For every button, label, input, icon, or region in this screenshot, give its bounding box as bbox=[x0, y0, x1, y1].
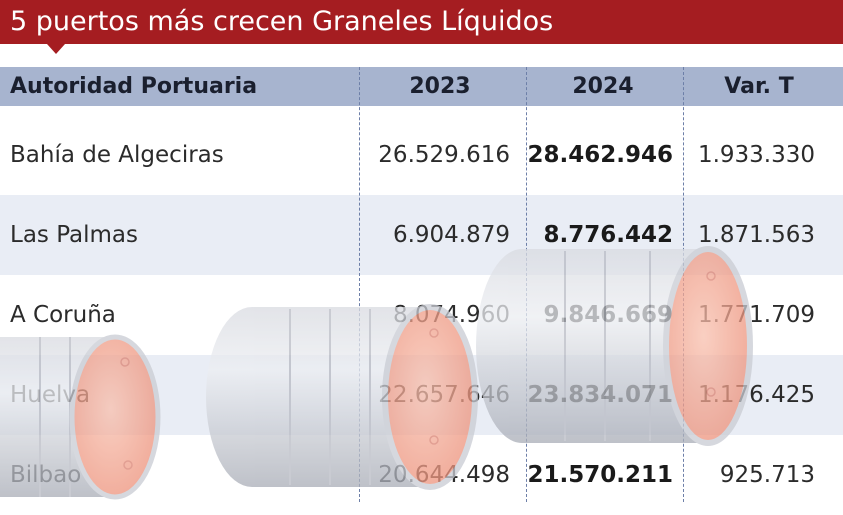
table-row: Huelva 22.657.646 23.834.071 1.176.425 bbox=[0, 355, 843, 435]
table-row: Bahía de Algeciras 26.529.616 28.462.946… bbox=[0, 115, 843, 195]
table-row: Bilbao 20.644.498 21.570.211 925.713 bbox=[0, 435, 843, 515]
value-2024: 28.462.946 bbox=[527, 142, 673, 168]
title-bar: 5 puertos más crecen Graneles Líquidos bbox=[0, 0, 843, 54]
column-divider bbox=[683, 67, 684, 502]
value-2024: 9.846.669 bbox=[543, 302, 674, 328]
value-2024: 21.570.211 bbox=[527, 462, 673, 488]
value-2023: 22.657.646 bbox=[378, 382, 510, 408]
value-2024: 8.776.442 bbox=[543, 222, 674, 248]
value-2023: 8.074.960 bbox=[392, 302, 510, 328]
value-var: 1.933.330 bbox=[697, 142, 815, 168]
value-2023: 20.644.498 bbox=[378, 462, 510, 488]
value-var: 1.871.563 bbox=[697, 222, 815, 248]
value-2023: 26.529.616 bbox=[378, 142, 510, 168]
table-row: Las Palmas 6.904.879 8.776.442 1.871.563 bbox=[0, 195, 843, 275]
page-title: 5 puertos más crecen Graneles Líquidos bbox=[10, 6, 554, 37]
table-header: Autoridad Portuaria 2023 2024 Var. T bbox=[0, 67, 843, 106]
value-var: 925.713 bbox=[719, 462, 815, 488]
column-header-2023: 2023 bbox=[409, 74, 471, 99]
column-header-port: Autoridad Portuaria bbox=[10, 74, 258, 99]
port-name: Bahía de Algeciras bbox=[10, 142, 224, 168]
value-var: 1.771.709 bbox=[697, 302, 815, 328]
port-name: Huelva bbox=[10, 382, 91, 408]
column-header-2024: 2024 bbox=[572, 74, 634, 99]
port-name: Las Palmas bbox=[10, 222, 139, 248]
column-divider bbox=[359, 67, 360, 502]
value-2023: 6.904.879 bbox=[392, 222, 510, 248]
column-divider bbox=[526, 67, 527, 502]
port-name: Bilbao bbox=[10, 462, 82, 488]
table-row: A Coruña 8.074.960 9.846.669 1.771.709 bbox=[0, 275, 843, 355]
column-header-var: Var. T bbox=[724, 74, 794, 99]
value-2024: 23.834.071 bbox=[527, 382, 673, 408]
port-name: A Coruña bbox=[10, 302, 116, 328]
value-var: 1.176.425 bbox=[697, 382, 815, 408]
